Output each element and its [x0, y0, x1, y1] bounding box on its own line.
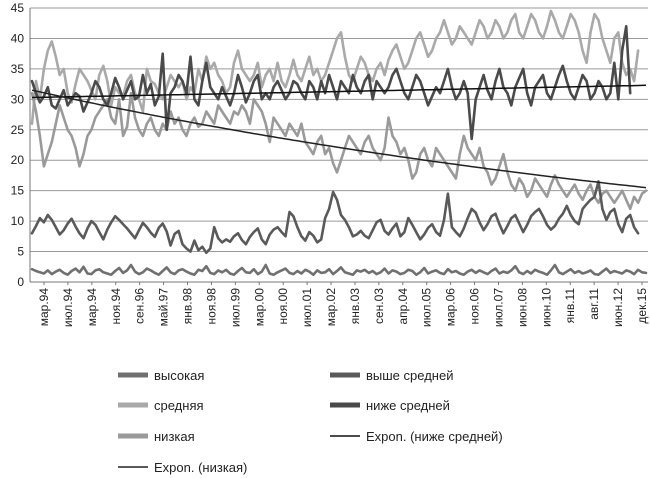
grid-lines [30, 7, 648, 283]
legend: высокая выше средней средняя ниже средней ни… [118, 368, 503, 475]
y-tick-label: 40 [11, 31, 25, 45]
x-tick-label: мар.94 [37, 288, 51, 327]
legend-label: Expon. (низкая) [154, 460, 247, 475]
x-tick-label: янв.03 [348, 288, 362, 325]
legend-label: Expon. (ниже средней) [366, 429, 503, 444]
x-axis: мар.94 июл.94 мар.94 ноя.94 сен.96 май.97 янв.… [37, 282, 649, 327]
legend-label: ниже средней [366, 398, 450, 413]
x-tick-label: янв.98 [181, 288, 195, 325]
series-lines [30, 9, 648, 277]
x-tick-label: июл.07 [491, 288, 505, 327]
y-tick-label: 10 [11, 214, 25, 228]
x-tick-label: мар.00 [252, 288, 266, 327]
x-tick-label: июл.01 [300, 288, 314, 327]
y-tick-label: 20 [11, 153, 25, 167]
legend-label: низкая [154, 429, 195, 444]
legend-label: высокая [154, 368, 204, 383]
series-line-1 [30, 180, 640, 255]
y-tick-label: 0 [17, 275, 24, 289]
y-axis: 0 5 10 15 20 25 30 35 40 45 [11, 1, 648, 289]
series-line-0 [30, 263, 648, 277]
trendline-1 [31, 89, 647, 189]
x-tick-label: июн.08 [515, 288, 529, 327]
x-tick-label: апр.04 [396, 288, 410, 325]
legend-label: средняя [154, 398, 204, 413]
x-tick-label: ноя.98 [204, 288, 218, 325]
y-tick-label: 25 [11, 123, 25, 137]
y-tick-label: 35 [11, 62, 25, 76]
y-tick-label: 45 [11, 1, 25, 15]
x-tick-label: июл.99 [228, 288, 242, 327]
x-tick-label: сен.96 [133, 288, 147, 324]
series-line-4 [30, 91, 648, 211]
x-tick-label: июл.05 [420, 288, 434, 327]
series-line-3 [30, 24, 632, 141]
series-line-2 [30, 9, 640, 125]
x-tick-label: авг.11 [587, 288, 601, 320]
y-tick-label: 5 [17, 245, 24, 259]
x-tick-label: ноя.00 [276, 288, 290, 325]
x-tick-label: сен.03 [372, 288, 386, 324]
trend-lines [31, 84, 647, 189]
y-tick-label: 15 [11, 184, 25, 198]
x-tick-label: мар.94 [85, 288, 99, 327]
x-tick-label: янв.11 [563, 288, 577, 324]
legend-label: выше средней [366, 368, 453, 383]
x-tick-label: ноя.94 [109, 288, 123, 325]
x-tick-label: июн.12 [611, 288, 625, 327]
trendline-0 [31, 84, 647, 99]
x-tick-label: июн.10 [539, 288, 553, 327]
x-tick-label: мар.02 [324, 288, 338, 327]
x-tick-label: мар.06 [444, 288, 458, 327]
x-tick-label: июл.94 [61, 288, 75, 327]
x-tick-label: ноя.06 [468, 288, 482, 325]
x-tick-label: дек.15 [635, 288, 649, 324]
x-tick-label: май.97 [157, 288, 171, 327]
y-tick-label: 30 [11, 92, 25, 106]
